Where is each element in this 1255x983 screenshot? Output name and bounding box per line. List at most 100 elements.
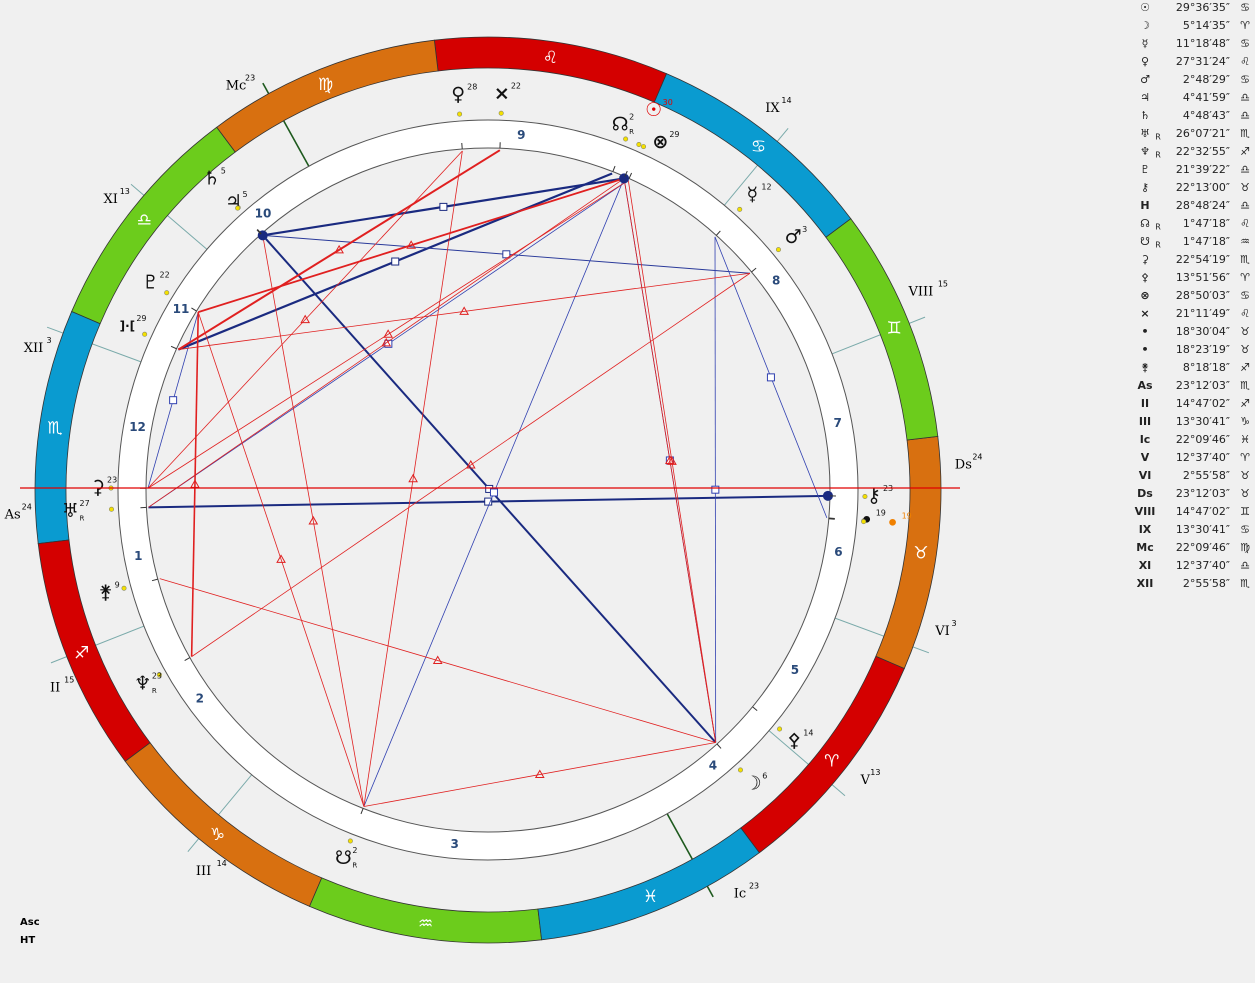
planet-glyph: ♂ (785, 226, 802, 248)
row-position: 1°47′18″ (1183, 217, 1230, 230)
planet-glyph: ⊗ (652, 131, 668, 153)
cusp-label: As (4, 507, 21, 522)
aspect-marker (439, 202, 448, 211)
row-glyph: ⊗ (1140, 289, 1149, 302)
planet-dot (156, 672, 162, 678)
planet-glyph: • (861, 510, 873, 532)
row-sign: ♑ (1240, 415, 1250, 428)
planet-degree: 22 (511, 82, 521, 91)
row-sign: ♌ (1240, 217, 1250, 230)
row-position: 2°48′29″ (1183, 73, 1230, 86)
aspect-node (619, 173, 630, 184)
aspect-line (177, 149, 501, 351)
row-position: 13°51′56″ (1176, 271, 1230, 284)
house-number: 10 (255, 207, 272, 221)
aspect-marker (190, 479, 200, 488)
aspect-marker (408, 473, 418, 483)
planet-retro: R (152, 687, 157, 695)
cusp-label: VIII (907, 284, 933, 299)
planet-retro: R (352, 862, 357, 870)
row-position: 27°31′24″ (1176, 55, 1230, 68)
row-sign: ♎ (1240, 559, 1250, 572)
row-sign: ♎ (1240, 163, 1250, 176)
sign-glyph: ♈ (824, 752, 839, 772)
sign-glyph: ♎ (137, 210, 152, 230)
planet-degree: 23 (152, 672, 162, 681)
row-sign: ♏ (1240, 379, 1250, 392)
row-position: 4°41′59″ (1183, 91, 1230, 104)
planet-degree: 2 (629, 113, 634, 122)
row-glyph: ☿ (1142, 37, 1149, 50)
planet-dot (775, 247, 781, 253)
planet-tick (628, 172, 633, 179)
row-position: 23°12′03″ (1176, 487, 1230, 500)
aspect-marker (484, 497, 493, 506)
row-glyph: VIII (1135, 505, 1156, 518)
row-glyph: ⚳ (1141, 253, 1149, 266)
aspect-line (262, 235, 365, 807)
sign-glyph: ♐ (74, 643, 89, 663)
cusp-degree: 14 (217, 859, 227, 868)
row-glyph: IX (1139, 523, 1152, 536)
cusp-degree: 14 (781, 96, 791, 105)
aspect-marker (711, 485, 720, 494)
planet-glyph: ☊ (612, 114, 629, 136)
cusp-label: XII (24, 341, 44, 356)
row-glyph: ☉ (1140, 1, 1150, 14)
aspect-line (148, 178, 625, 508)
row-position: 28°50′03″ (1176, 289, 1230, 302)
row-glyph: Mc (1136, 541, 1153, 554)
row-position: 22°09′46″ (1176, 541, 1230, 554)
planet-dot (347, 838, 353, 844)
planet-glyph: × (494, 83, 510, 105)
row-position: 18°30′04″ (1176, 325, 1230, 338)
cusp-degree: 23 (245, 74, 255, 83)
aspect-marker (169, 396, 178, 405)
cusp-label: Ds (955, 458, 972, 473)
row-sign: ♏ (1240, 127, 1250, 140)
aspect-marker (308, 515, 319, 525)
sign-glyph: ♓ (643, 887, 658, 907)
cusp-label: Mc (226, 79, 247, 94)
planet-tick (256, 229, 262, 235)
planet-glyph: ]·[ (120, 319, 136, 333)
aspect-marker (391, 257, 400, 266)
row-position: 8°18′18″ (1183, 361, 1230, 374)
planet-dot (108, 506, 114, 512)
sign-glyph: ♊ (887, 319, 902, 339)
row-position: 23°12′03″ (1176, 379, 1230, 392)
cusp-degree: 24 (972, 453, 982, 462)
planet-glyph: ☉ (645, 99, 662, 121)
position-table: ☉ 29°36′35″ ♋ ☽ 5°14′35″ ♈ ☿ 11°18′48″ ♋ ♀ 27°31′2… (1135, 1, 1250, 590)
row-glyph: XII (1137, 577, 1154, 590)
row-glyph: ♃ (1140, 91, 1150, 104)
aspect-marker (766, 373, 775, 382)
row-glyph: ⚴ (1141, 271, 1149, 284)
planet-tick (151, 578, 158, 582)
house-number: 5 (791, 663, 799, 677)
planet-dot (636, 142, 642, 148)
row-position: 2°55′58″ (1183, 577, 1230, 590)
planet-glyph: ☽ (745, 773, 762, 795)
row-sign: ♍ (1240, 541, 1250, 554)
planet-glyph: ⚴ (787, 730, 801, 752)
house-number: 7 (834, 416, 842, 430)
row-glyph: As (1137, 379, 1153, 392)
planet-degree: 5 (243, 190, 248, 199)
planet-degree: 2 (352, 846, 357, 855)
cusp-label: II (50, 681, 60, 696)
row-sign: ♐ (1240, 145, 1250, 158)
aspect-node (822, 490, 833, 501)
aspect-line (363, 742, 716, 807)
planet-degree: 9 (115, 581, 120, 590)
aspect-line (147, 179, 629, 489)
row-glyph: VI (1139, 469, 1152, 482)
cusp-degree: 15 (64, 676, 74, 685)
aspect-line (191, 272, 751, 657)
row-sign: ♎ (1240, 199, 1250, 212)
sign-glyph: ♉ (913, 543, 928, 563)
house-number: 12 (129, 420, 146, 434)
planet-degree: 22 (160, 270, 170, 279)
planet-tick (612, 165, 616, 172)
